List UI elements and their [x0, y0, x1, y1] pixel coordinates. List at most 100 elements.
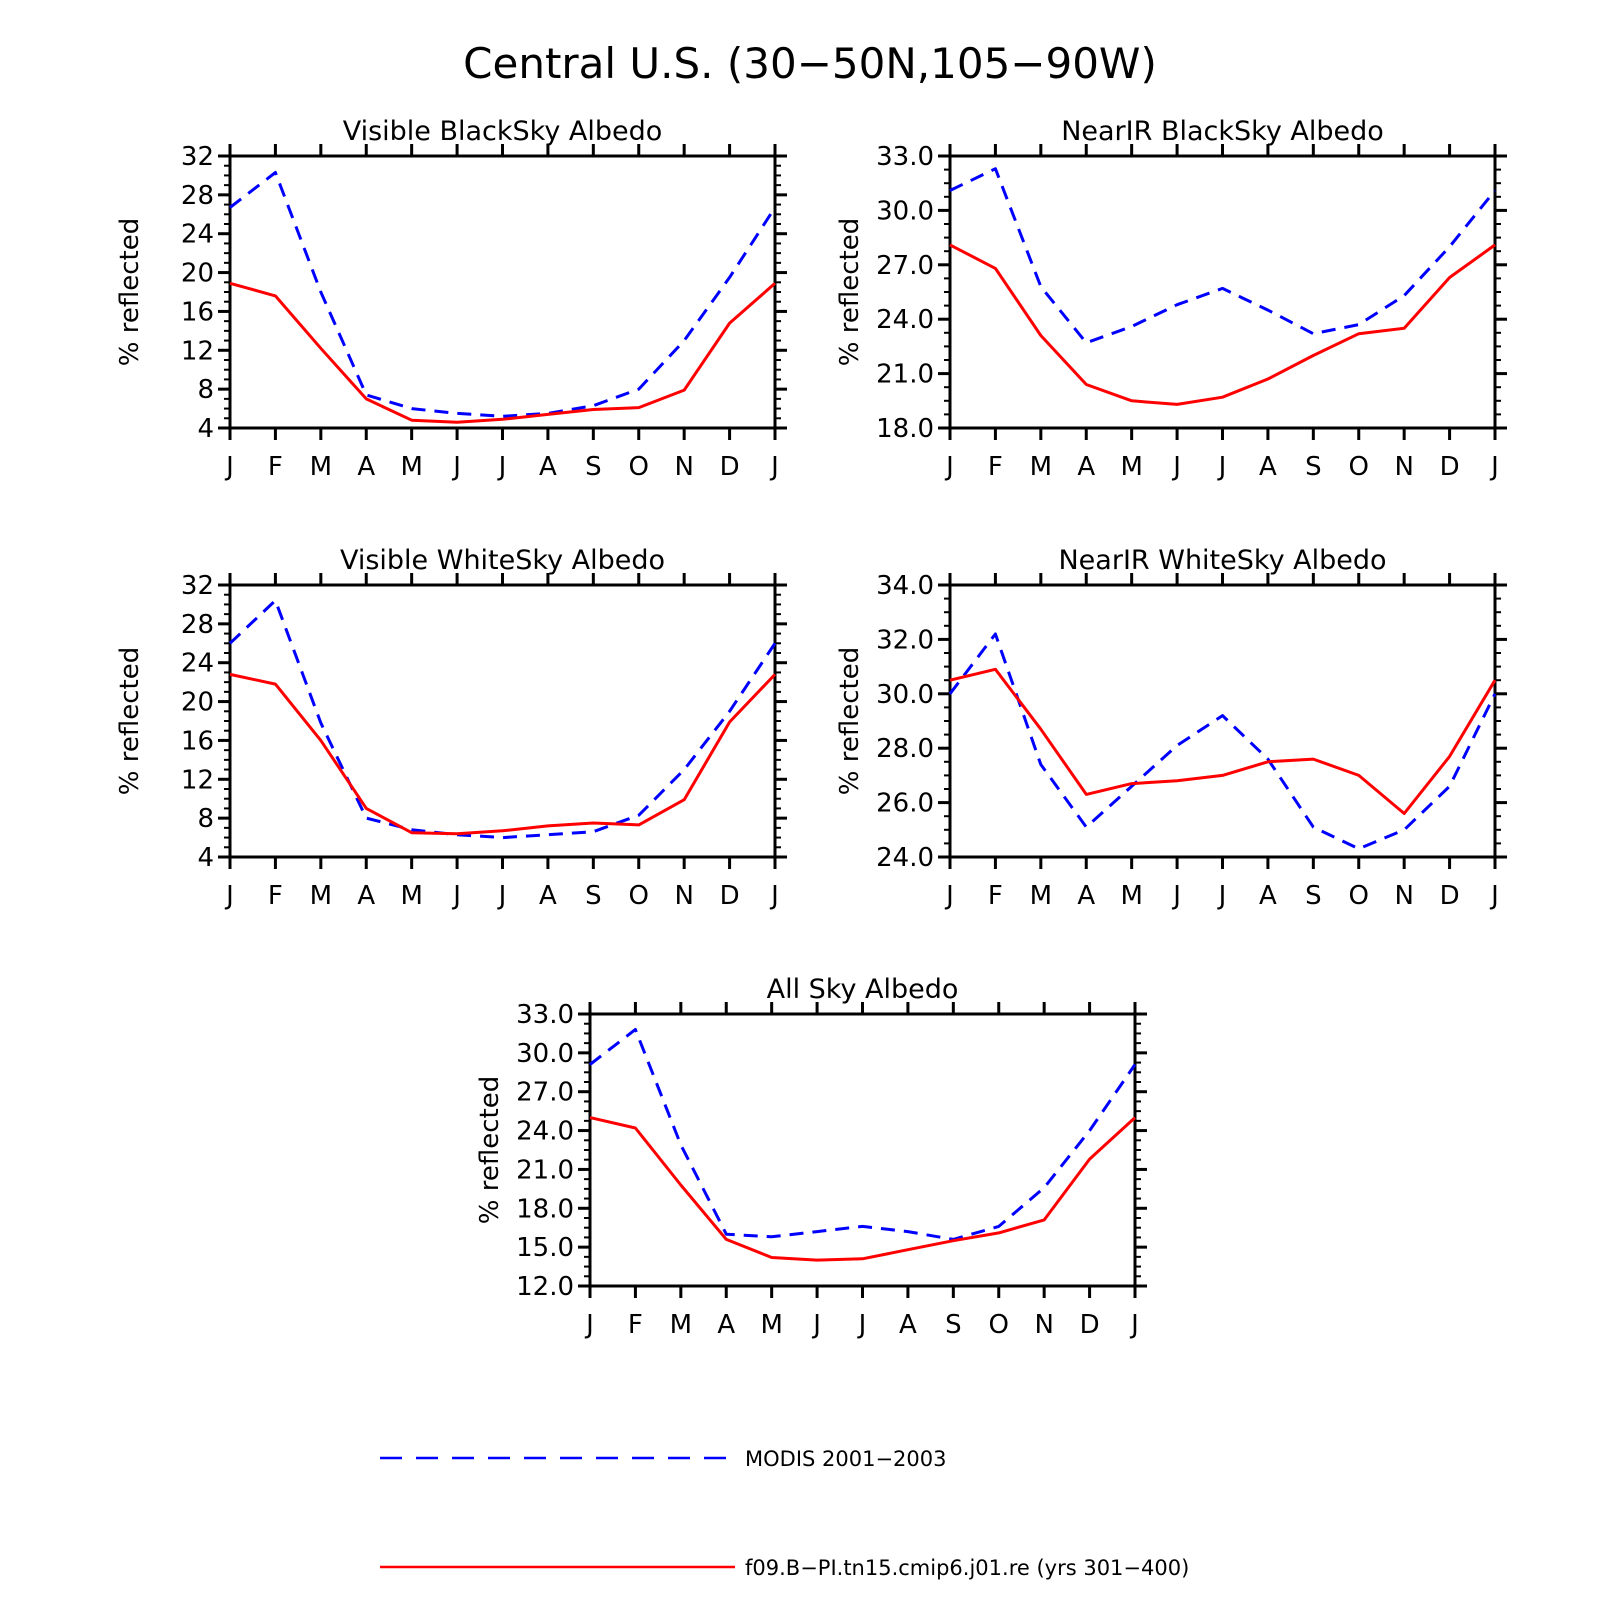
x-tick-label: A: [717, 1310, 735, 1340]
y-tick-label: 27.0: [516, 1078, 574, 1108]
legend-modis-label: MODIS 2001−2003: [745, 1447, 947, 1471]
x-tick-label: F: [988, 452, 1003, 482]
y-axis-label: % reflected: [115, 647, 145, 795]
x-tick-label: F: [268, 881, 283, 911]
x-tick-label: J: [1489, 881, 1499, 911]
y-tick-label: 33.0: [516, 1000, 574, 1030]
x-tick-label: M: [400, 881, 422, 911]
y-tick-label: 8: [197, 375, 214, 405]
x-tick-label: J: [497, 452, 507, 482]
x-tick-label: A: [357, 452, 375, 482]
x-tick-label: J: [1171, 452, 1181, 482]
y-tick-label: 20: [181, 688, 214, 718]
x-tick-label: M: [760, 1310, 782, 1340]
x-tick-label: J: [1489, 452, 1499, 482]
x-tick-label: A: [539, 452, 557, 482]
x-tick-label: J: [497, 881, 507, 911]
x-tick-label: N: [674, 881, 693, 911]
x-tick-label: F: [628, 1310, 643, 1340]
series-line-model: [949, 667, 1497, 815]
x-tick-label: J: [769, 881, 779, 911]
legend: MODIS 2001−2003 f09.B−PI.tn15.cmip6.j01.…: [380, 1447, 1189, 1580]
x-tick-label: D: [1440, 881, 1460, 911]
y-tick-label: 12.0: [516, 1272, 574, 1302]
y-tick-label: 24.0: [876, 843, 934, 873]
x-tick-label: J: [857, 1310, 867, 1340]
y-tick-label: 24.0: [876, 305, 934, 335]
x-tick-label: N: [1394, 452, 1413, 482]
plot-frame: [948, 154, 1497, 430]
y-tick-label: 26.0: [876, 789, 934, 819]
y-axis-label: % reflected: [115, 218, 145, 366]
x-tick-label: M: [400, 452, 422, 482]
x-tick-label: O: [629, 452, 649, 482]
x-tick-label: A: [1077, 452, 1095, 482]
plot-frame: [948, 583, 1497, 859]
y-tick-label: 18.0: [876, 414, 934, 444]
panel-title: NearIR BlackSky Albedo: [1061, 116, 1384, 147]
y-tick-label: 30.0: [516, 1039, 574, 1069]
y-tick-label: 16: [181, 297, 214, 327]
x-tick-label: A: [1259, 881, 1277, 911]
x-tick-label: S: [585, 881, 602, 911]
y-tick-label: 12: [181, 765, 214, 795]
series-line-model: [229, 281, 776, 424]
x-tick-label: J: [1217, 881, 1227, 911]
series-line-model: [949, 243, 1496, 406]
x-tick-label: A: [539, 881, 557, 911]
x-tick-label: M: [310, 881, 332, 911]
series-line-model: [589, 1116, 1137, 1262]
y-tick-label: 27.0: [876, 251, 934, 281]
y-tick-label: 28.0: [876, 734, 934, 764]
y-tick-label: 4: [197, 843, 214, 873]
panel-title: All Sky Albedo: [767, 974, 959, 1005]
y-axis-label: % reflected: [835, 647, 865, 795]
y-tick-label: 12: [181, 336, 214, 366]
x-tick-label: N: [674, 452, 693, 482]
x-tick-label: O: [1349, 452, 1369, 482]
x-tick-label: M: [1120, 452, 1142, 482]
y-tick-label: 34.0: [876, 571, 934, 601]
x-tick-label: D: [1440, 452, 1460, 482]
x-tick-label: D: [720, 452, 740, 482]
x-tick-label: S: [945, 1310, 962, 1340]
y-tick-label: 24: [181, 220, 214, 250]
x-tick-label: O: [1349, 881, 1369, 911]
legend-model-label: f09.B−PI.tn15.cmip6.j01.re (yrs 301−400): [745, 1556, 1189, 1580]
y-tick-label: 21.0: [516, 1155, 574, 1185]
x-tick-label: S: [1305, 881, 1322, 911]
y-tick-label: 30.0: [876, 680, 934, 710]
x-tick-label: A: [357, 881, 375, 911]
x-tick-label: J: [584, 1310, 594, 1340]
x-tick-label: D: [1080, 1310, 1100, 1340]
y-axis-label: % reflected: [835, 218, 865, 366]
panel-title: Visible BlackSky Albedo: [343, 116, 663, 147]
x-tick-label: J: [944, 452, 954, 482]
y-tick-label: 8: [197, 804, 214, 834]
series-line-modis: [949, 167, 1497, 345]
x-tick-label: N: [1394, 881, 1413, 911]
y-tick-label: 4: [197, 414, 214, 444]
x-tick-label: J: [224, 452, 234, 482]
series-line-modis: [948, 632, 1497, 851]
x-tick-label: O: [989, 1310, 1009, 1340]
x-tick-label: A: [1077, 881, 1095, 911]
x-tick-label: J: [451, 452, 461, 482]
x-tick-label: S: [585, 452, 602, 482]
y-tick-label: 24: [181, 649, 214, 679]
x-tick-label: M: [1030, 881, 1052, 911]
series-line-modis: [589, 1028, 1137, 1241]
x-tick-label: F: [988, 881, 1003, 911]
y-tick-label: 21.0: [876, 360, 934, 390]
y-tick-label: 28: [181, 610, 214, 640]
y-tick-label: 32: [181, 142, 214, 172]
panel-title: Visible WhiteSky Albedo: [340, 545, 665, 576]
x-tick-label: J: [1171, 881, 1181, 911]
y-tick-label: 32: [181, 571, 214, 601]
series-line-model: [229, 672, 777, 836]
